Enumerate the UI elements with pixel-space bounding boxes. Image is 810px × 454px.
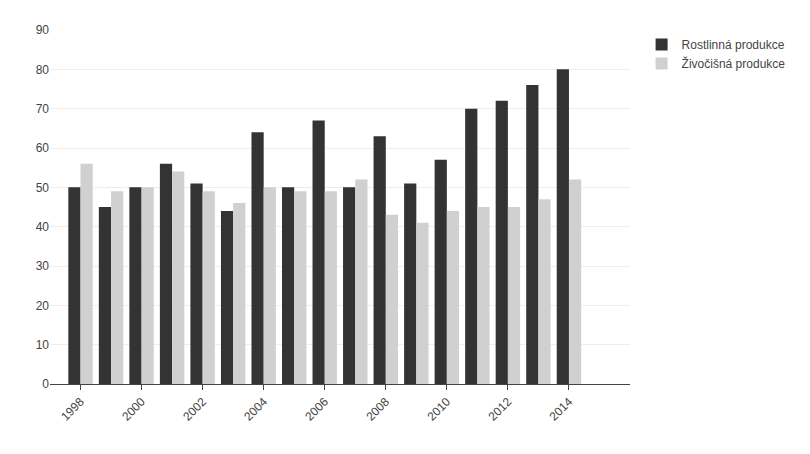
svg-text:10: 10 (36, 338, 50, 352)
svg-text:2002: 2002 (180, 395, 209, 424)
svg-text:40: 40 (36, 220, 50, 234)
svg-text:60: 60 (36, 141, 50, 155)
svg-text:Živočišná produkce: Živočišná produkce (682, 56, 786, 71)
svg-text:2014: 2014 (547, 395, 576, 424)
svg-text:Rostlinná produkce: Rostlinná produkce (682, 38, 785, 52)
svg-text:2000: 2000 (119, 395, 148, 424)
svg-text:1998: 1998 (58, 395, 87, 424)
svg-text:0: 0 (42, 377, 49, 391)
svg-text:70: 70 (36, 102, 50, 116)
svg-text:20: 20 (36, 299, 50, 313)
svg-text:2012: 2012 (485, 395, 514, 424)
svg-text:2004: 2004 (241, 395, 270, 424)
svg-text:90: 90 (36, 23, 50, 37)
svg-text:80: 80 (36, 63, 50, 77)
svg-text:50: 50 (36, 181, 50, 195)
svg-text:2010: 2010 (424, 395, 453, 424)
svg-text:30: 30 (36, 259, 50, 273)
svg-text:2006: 2006 (302, 395, 331, 424)
svg-text:2008: 2008 (363, 395, 392, 424)
